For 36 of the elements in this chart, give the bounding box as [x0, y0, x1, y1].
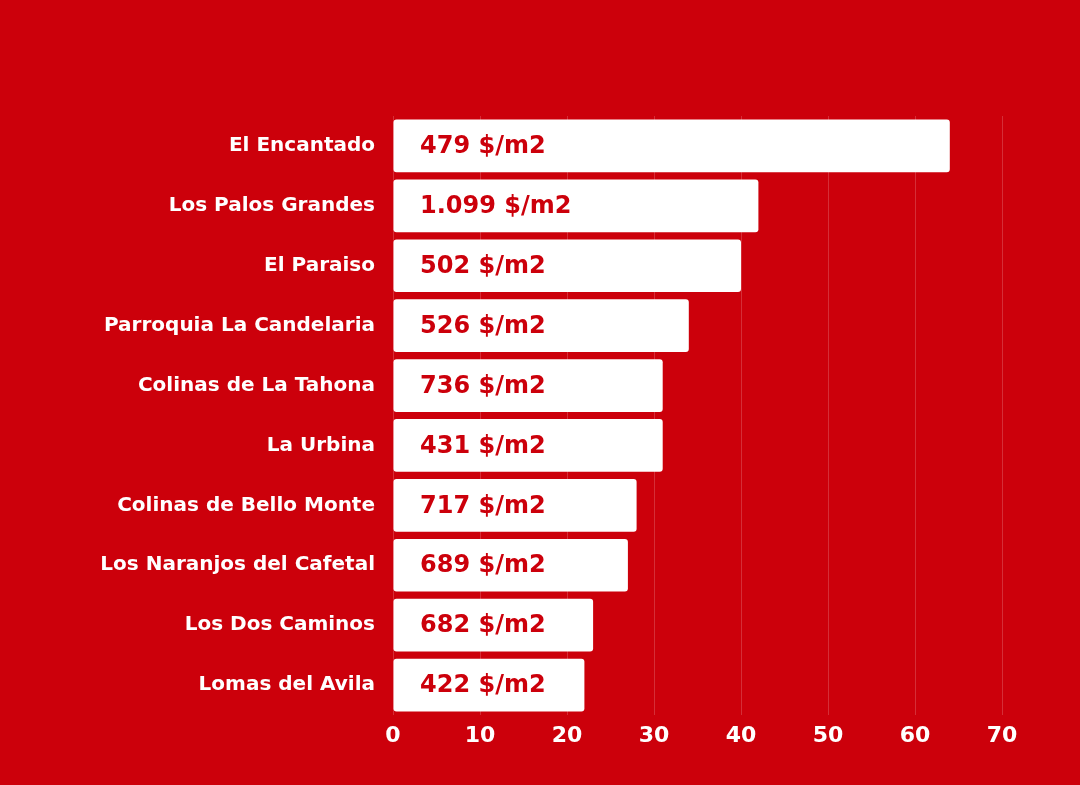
- annotation: 682 $/m2: [420, 610, 546, 639]
- x-tick-label: 40: [725, 721, 757, 747]
- bar: [393, 179, 759, 233]
- x-tick-label: 50: [812, 721, 844, 747]
- y-tick-label: Parroquia La Candelaria: [103, 311, 375, 336]
- y-tick-label: El Paraiso: [264, 251, 375, 276]
- bar: [393, 359, 663, 412]
- x-tick-label: 60: [899, 721, 931, 747]
- annotation: 431 $/m2: [420, 430, 546, 459]
- annotation: 422 $/m2: [420, 670, 546, 699]
- annotation: 717 $/m2: [420, 490, 546, 519]
- x-tick-label: 30: [638, 721, 670, 747]
- annotation: 736 $/m2: [420, 370, 546, 399]
- x-tick-label: 10: [464, 721, 496, 747]
- bar: [393, 239, 741, 293]
- annotation: 502 $/m2: [420, 250, 546, 279]
- annotation: 526 $/m2: [420, 310, 546, 339]
- y-tick-label: Colinas de Bello Monte: [117, 491, 375, 516]
- bar: [393, 299, 689, 353]
- x-tick-label: 0: [385, 721, 401, 747]
- annotation: 689 $/m2: [420, 550, 546, 579]
- bar: [393, 419, 663, 472]
- y-tick-label: El Encantado: [228, 132, 375, 157]
- annotation: 479 $/m2: [420, 131, 546, 160]
- y-tick-label: Los Naranjos del Cafetal: [100, 551, 375, 576]
- x-tick-label: 20: [551, 721, 583, 747]
- x-tick-label: 70: [986, 721, 1018, 747]
- annotation: 1.099 $/m2: [420, 191, 572, 220]
- y-tick-label: Colinas de La Tahona: [137, 371, 375, 396]
- bar: [393, 538, 628, 592]
- y-tick-label: Los Dos Caminos: [184, 611, 375, 636]
- y-tick-label: Lomas del Avila: [198, 671, 375, 696]
- y-tick-label: Los Palos Grandes: [168, 192, 375, 217]
- bar: [393, 119, 950, 173]
- y-tick-label: La Urbina: [266, 431, 375, 456]
- bar: [393, 478, 637, 532]
